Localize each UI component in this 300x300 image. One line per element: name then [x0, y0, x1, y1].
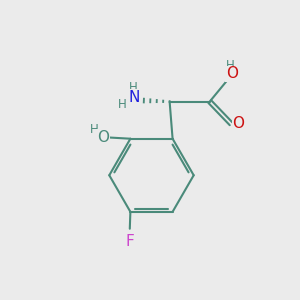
Text: H: H [90, 123, 99, 136]
Text: H: H [129, 81, 138, 94]
Text: O: O [97, 130, 109, 145]
Text: H: H [226, 58, 234, 71]
Text: O: O [226, 66, 238, 81]
Text: O: O [232, 116, 244, 131]
Text: F: F [125, 234, 134, 249]
Text: H: H [118, 98, 127, 111]
Text: N: N [128, 90, 140, 105]
